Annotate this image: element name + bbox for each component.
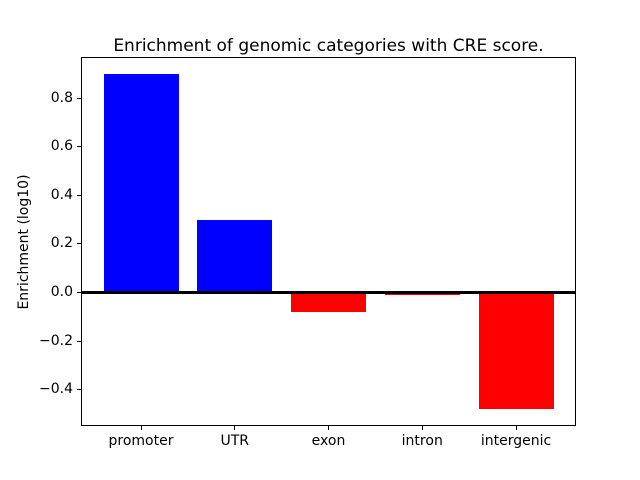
x-tick-mark: [515, 426, 517, 430]
y-tick-mark: [77, 389, 81, 391]
chart-title: Enrichment of genomic categories with CR…: [113, 36, 544, 56]
y-tick-label: −0.4: [39, 381, 73, 398]
bar-UTR: [197, 219, 273, 293]
y-tick-label: −0.2: [39, 332, 73, 349]
bar-intergenic: [478, 292, 554, 410]
x-tick-label: UTR: [220, 433, 250, 449]
y-tick-label: 0.0: [50, 284, 73, 301]
zero-line: [81, 291, 576, 295]
bar-promoter: [103, 73, 179, 293]
y-tick-label: 0.2: [50, 235, 73, 252]
y-tick-mark: [77, 146, 81, 148]
y-tick-mark: [77, 243, 81, 245]
y-tick-label: 0.8: [50, 89, 73, 106]
y-tick-label: 0.4: [50, 186, 73, 203]
x-tick-mark: [421, 426, 423, 430]
x-tick-mark: [328, 426, 329, 430]
x-tick-label: promoter: [108, 433, 174, 449]
y-tick-mark: [77, 194, 81, 196]
x-tick-mark: [140, 426, 142, 430]
x-tick-mark: [234, 426, 236, 430]
y-tick-mark: [77, 97, 81, 99]
x-tick-label: intergenic: [480, 433, 552, 449]
x-tick-label: intron: [401, 433, 443, 449]
bar-exon: [291, 292, 366, 312]
x-tick-label: exon: [311, 433, 346, 449]
y-tick-mark: [77, 340, 81, 342]
y-tick-mark: [77, 292, 81, 294]
y-tick-label: 0.6: [50, 138, 73, 155]
